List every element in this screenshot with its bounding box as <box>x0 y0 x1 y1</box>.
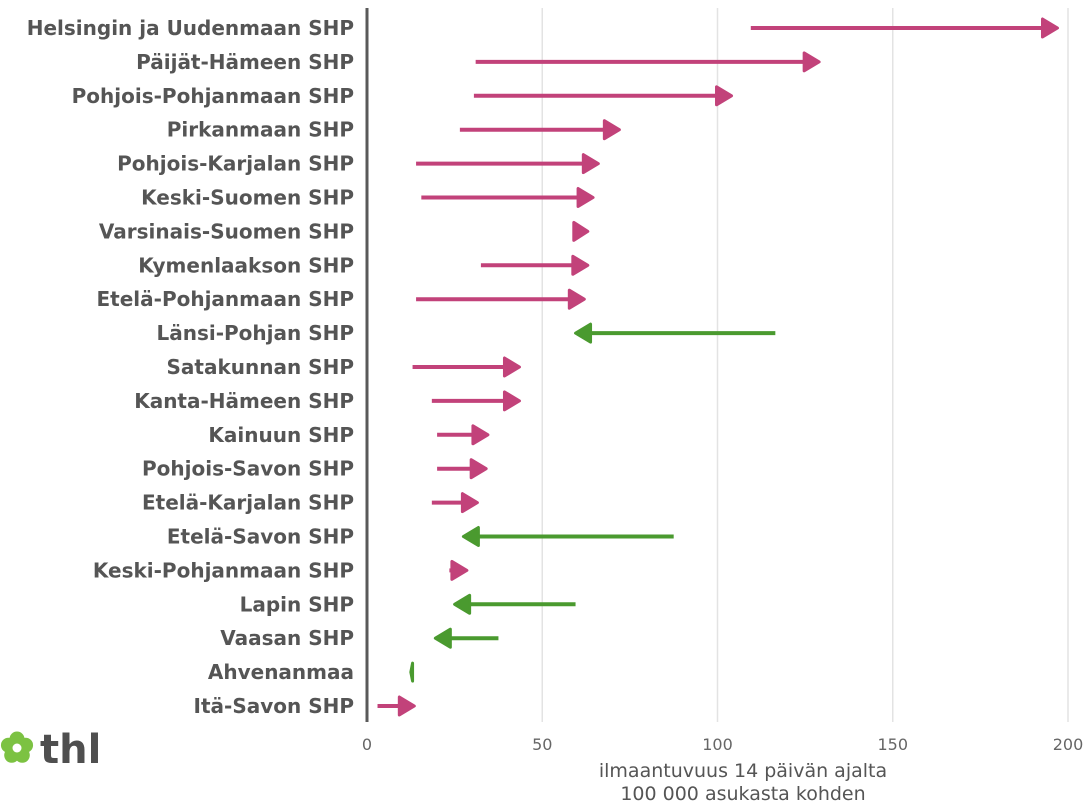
arrow-mark <box>416 153 600 175</box>
category-label: Kanta-Hämeen SHP <box>134 389 354 413</box>
arrow-mark <box>433 627 499 649</box>
x-tick-labels: 0 50 100 150 200 <box>362 735 1083 754</box>
arrow-mark <box>437 458 488 480</box>
arrow-head <box>450 559 469 581</box>
category-label: Kymenlaakson SHP <box>138 253 354 277</box>
category-label: Keski-Suomen SHP <box>141 186 354 210</box>
arrow-mark <box>409 661 415 683</box>
arrow-mark <box>574 322 776 344</box>
arrow-head <box>460 492 479 514</box>
x-tick-label: 200 <box>1053 735 1084 754</box>
arrow-mark <box>453 593 576 615</box>
x-tick-label: 100 <box>702 735 733 754</box>
x-axis-title-line2: 100 000 asukasta kohden <box>620 783 865 804</box>
logo-text: thl <box>40 727 101 773</box>
x-tick-label: 50 <box>532 735 552 754</box>
x-tick-label: 0 <box>362 735 372 754</box>
arrow-mark <box>431 492 479 514</box>
arrow-head <box>715 85 734 107</box>
category-label: Etelä-Karjalan SHP <box>142 491 354 515</box>
arrow-head <box>469 458 488 480</box>
thl-flower-icon <box>0 731 34 763</box>
category-label: Vaasan SHP <box>220 626 354 650</box>
category-label: Keski-Pohjanmaan SHP <box>93 558 354 582</box>
arrow-head <box>433 627 452 649</box>
thl-logo: thl <box>0 727 101 773</box>
x-tick-label: 150 <box>877 735 908 754</box>
arrow-head <box>576 187 595 208</box>
category-label: Ahvenanmaa <box>208 660 354 684</box>
category-label: Kainuun SHP <box>208 423 354 447</box>
arrow-head <box>502 356 521 378</box>
arrow-mark <box>750 17 1059 39</box>
arrow-head <box>461 526 480 547</box>
arrow-head <box>453 593 472 615</box>
arrow-mark <box>421 187 595 208</box>
arrow-mark <box>461 526 674 547</box>
category-label: Pohjois-Karjalan SHP <box>117 152 354 176</box>
category-label: Pohjois-Savon SHP <box>142 457 354 481</box>
category-label: Satakunnan SHP <box>167 355 354 379</box>
arrow-head <box>502 390 521 412</box>
category-label: Helsingin ja Uudenmaan SHP <box>27 16 354 40</box>
category-label: Etelä-Savon SHP <box>167 525 354 549</box>
category-label: Päijät-Hämeen SHP <box>136 50 354 74</box>
arrow-head <box>397 695 416 717</box>
arrow-head <box>572 220 590 242</box>
flower-petal <box>0 737 16 753</box>
arrow-head <box>1040 17 1059 39</box>
gridlines <box>541 8 1069 722</box>
arrow-mark <box>473 85 734 107</box>
arrow-head <box>409 661 415 683</box>
arrow-head <box>571 254 590 276</box>
arrow-head <box>471 424 490 446</box>
arrow-mark <box>475 51 821 73</box>
arrow-head <box>574 322 593 344</box>
arrow-mark <box>416 288 586 310</box>
arrow-mark <box>431 390 521 412</box>
category-label: Pohjois-Pohjanmaan SHP <box>72 84 354 108</box>
arrow-mark <box>412 356 521 378</box>
arrow-mark <box>459 119 621 141</box>
arrow-mark <box>480 254 590 276</box>
arrow-mark <box>437 424 490 446</box>
category-label: Varsinais-Suomen SHP <box>99 219 354 243</box>
arrow-series <box>377 17 1059 717</box>
arrow-head <box>602 119 621 141</box>
arrow-head <box>581 153 600 175</box>
category-label: Itä-Savon SHP <box>194 694 354 718</box>
arrow-head <box>567 288 586 310</box>
category-label: Lapin SHP <box>240 592 354 616</box>
category-labels: Helsingin ja Uudenmaan SHP Päijät-Hämeen … <box>27 16 354 718</box>
arrow-head <box>802 51 821 73</box>
arrow-mark <box>449 559 469 581</box>
arrow-mark <box>377 695 416 717</box>
category-label: Länsi-Pohjan SHP <box>156 321 354 345</box>
category-label: Etelä-Pohjanmaan SHP <box>97 287 355 311</box>
flower-center <box>12 743 22 753</box>
x-axis-title-line1: ilmaantuvuus 14 päivän ajalta <box>599 760 887 782</box>
arrow-mark <box>572 220 590 242</box>
category-label: Pirkanmaan SHP <box>167 118 354 142</box>
